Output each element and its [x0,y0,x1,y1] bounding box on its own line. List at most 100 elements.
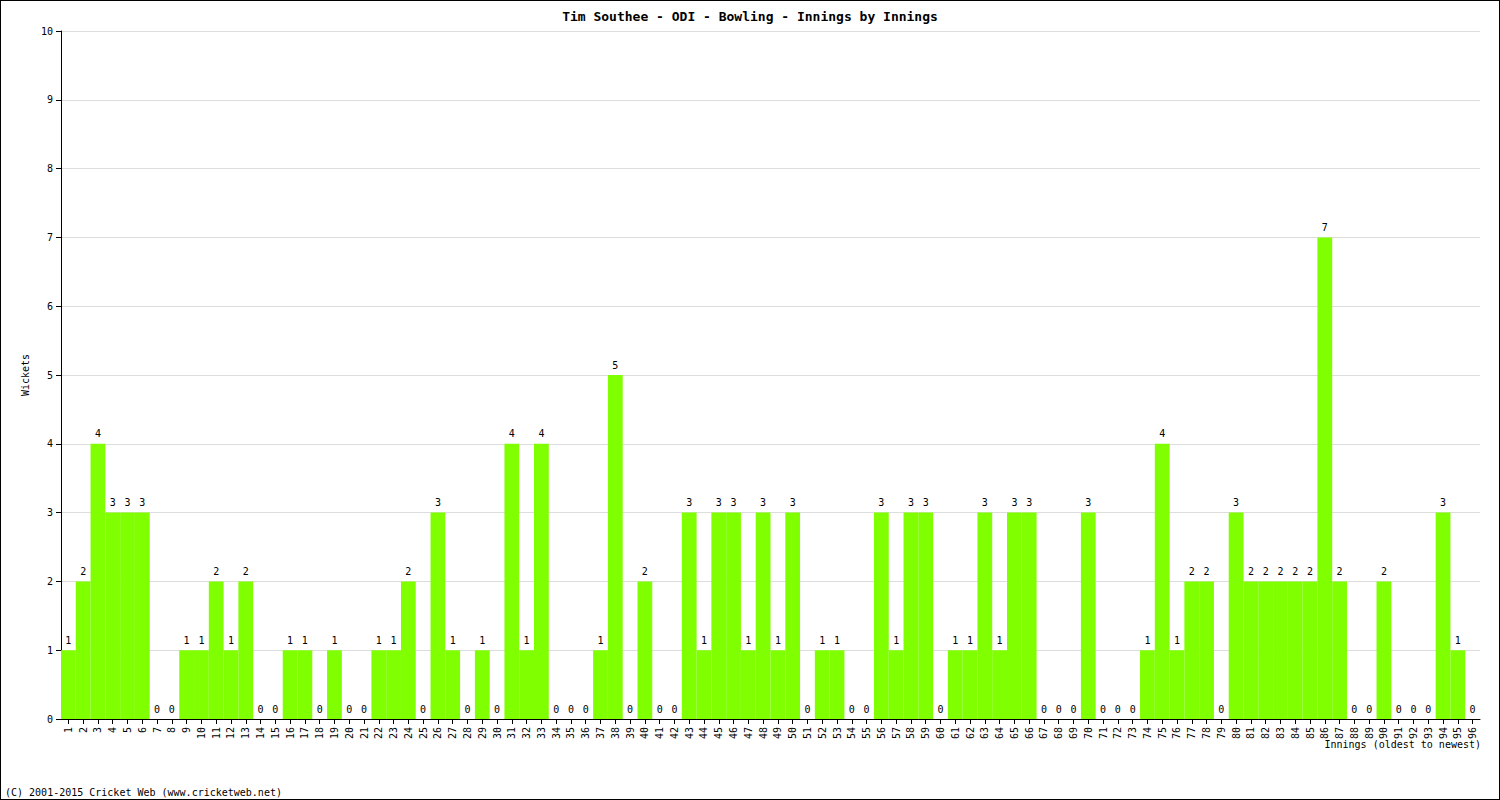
svg-text:0: 0 [849,704,855,715]
svg-text:0: 0 [494,704,500,715]
svg-text:38: 38 [610,727,621,739]
svg-text:1: 1 [47,645,53,656]
svg-text:75: 75 [1157,727,1168,739]
svg-text:6: 6 [137,727,148,733]
svg-text:51: 51 [802,727,813,739]
svg-text:1: 1 [228,635,234,646]
svg-text:14: 14 [255,727,266,739]
svg-text:0: 0 [1041,704,1047,715]
svg-text:72: 72 [1112,727,1123,739]
svg-text:76: 76 [1171,727,1182,739]
svg-text:1: 1 [1174,635,1180,646]
svg-text:91: 91 [1393,727,1404,739]
svg-text:12: 12 [225,727,236,739]
svg-text:3: 3 [790,497,796,508]
svg-text:36: 36 [580,727,591,739]
svg-text:27: 27 [447,727,458,739]
svg-text:0: 0 [154,704,160,715]
svg-text:1: 1 [184,635,190,646]
svg-text:4: 4 [107,727,118,733]
svg-text:2: 2 [1381,566,1387,577]
svg-text:74: 74 [1142,727,1153,739]
svg-text:94: 94 [1438,727,1449,739]
svg-text:Tim Southee - ODI - Bowling -: Tim Southee - ODI - Bowling - Innings by… [562,9,938,24]
svg-text:68: 68 [1053,727,1064,739]
svg-text:89: 89 [1364,727,1375,739]
svg-text:Innings (oldest to newest): Innings (oldest to newest) [1324,739,1481,750]
svg-text:0: 0 [1056,704,1062,715]
svg-text:9: 9 [47,94,53,105]
svg-text:37: 37 [595,727,606,739]
svg-text:7: 7 [1322,222,1328,233]
svg-text:0: 0 [568,704,574,715]
svg-text:1: 1 [893,635,899,646]
svg-text:24: 24 [403,727,414,739]
svg-text:63: 63 [979,727,990,739]
svg-text:80: 80 [1231,727,1242,739]
svg-text:3: 3 [139,497,145,508]
svg-text:0: 0 [1071,704,1077,715]
svg-text:5: 5 [122,727,133,733]
svg-text:1: 1 [819,635,825,646]
svg-text:1: 1 [302,635,308,646]
svg-text:0: 0 [1366,704,1372,715]
svg-text:4: 4 [1159,428,1165,439]
svg-text:77: 77 [1186,727,1197,739]
svg-text:19: 19 [329,727,340,739]
svg-text:0: 0 [169,704,175,715]
svg-text:0: 0 [657,704,663,715]
svg-text:0: 0 [671,704,677,715]
svg-text:0: 0 [464,704,470,715]
svg-text:71: 71 [1098,727,1109,739]
svg-text:1: 1 [376,635,382,646]
svg-text:5: 5 [47,370,53,381]
svg-text:3: 3 [1233,497,1239,508]
svg-text:1: 1 [997,635,1003,646]
svg-text:87: 87 [1334,727,1345,739]
svg-text:0: 0 [1130,704,1136,715]
svg-text:50: 50 [787,727,798,739]
svg-text:10: 10 [196,727,207,739]
svg-text:3: 3 [1011,497,1017,508]
svg-text:0: 0 [1218,704,1224,715]
svg-text:0: 0 [47,714,53,725]
svg-text:1: 1 [331,635,337,646]
svg-text:82: 82 [1260,727,1271,739]
svg-text:26: 26 [432,727,443,739]
svg-text:4: 4 [509,428,515,439]
svg-text:43: 43 [684,727,695,739]
svg-text:57: 57 [891,727,902,739]
svg-text:0: 0 [583,704,589,715]
svg-text:23: 23 [388,727,399,739]
svg-text:2: 2 [1307,566,1313,577]
svg-text:0: 0 [553,704,559,715]
svg-text:34: 34 [551,727,562,739]
svg-text:62: 62 [965,727,976,739]
svg-text:30: 30 [492,727,503,739]
svg-text:3: 3 [1026,497,1032,508]
svg-text:2: 2 [1337,566,1343,577]
svg-text:1: 1 [479,635,485,646]
svg-text:45: 45 [713,727,724,739]
svg-text:65: 65 [1009,727,1020,739]
svg-text:3: 3 [686,497,692,508]
svg-text:93: 93 [1423,727,1434,739]
svg-text:32: 32 [521,727,532,739]
svg-text:2: 2 [405,566,411,577]
svg-text:84: 84 [1290,727,1301,739]
svg-text:3: 3 [110,497,116,508]
svg-text:66: 66 [1024,727,1035,739]
svg-text:1: 1 [450,635,456,646]
svg-text:18: 18 [314,727,325,739]
svg-text:3: 3 [878,497,884,508]
svg-text:3: 3 [435,497,441,508]
svg-text:39: 39 [625,727,636,739]
svg-text:85: 85 [1305,727,1316,739]
svg-text:20: 20 [344,727,355,739]
svg-text:1: 1 [65,635,71,646]
svg-text:0: 0 [804,704,810,715]
svg-text:1: 1 [63,727,74,733]
svg-text:0: 0 [420,704,426,715]
svg-text:0: 0 [1115,704,1121,715]
svg-text:40: 40 [639,727,650,739]
